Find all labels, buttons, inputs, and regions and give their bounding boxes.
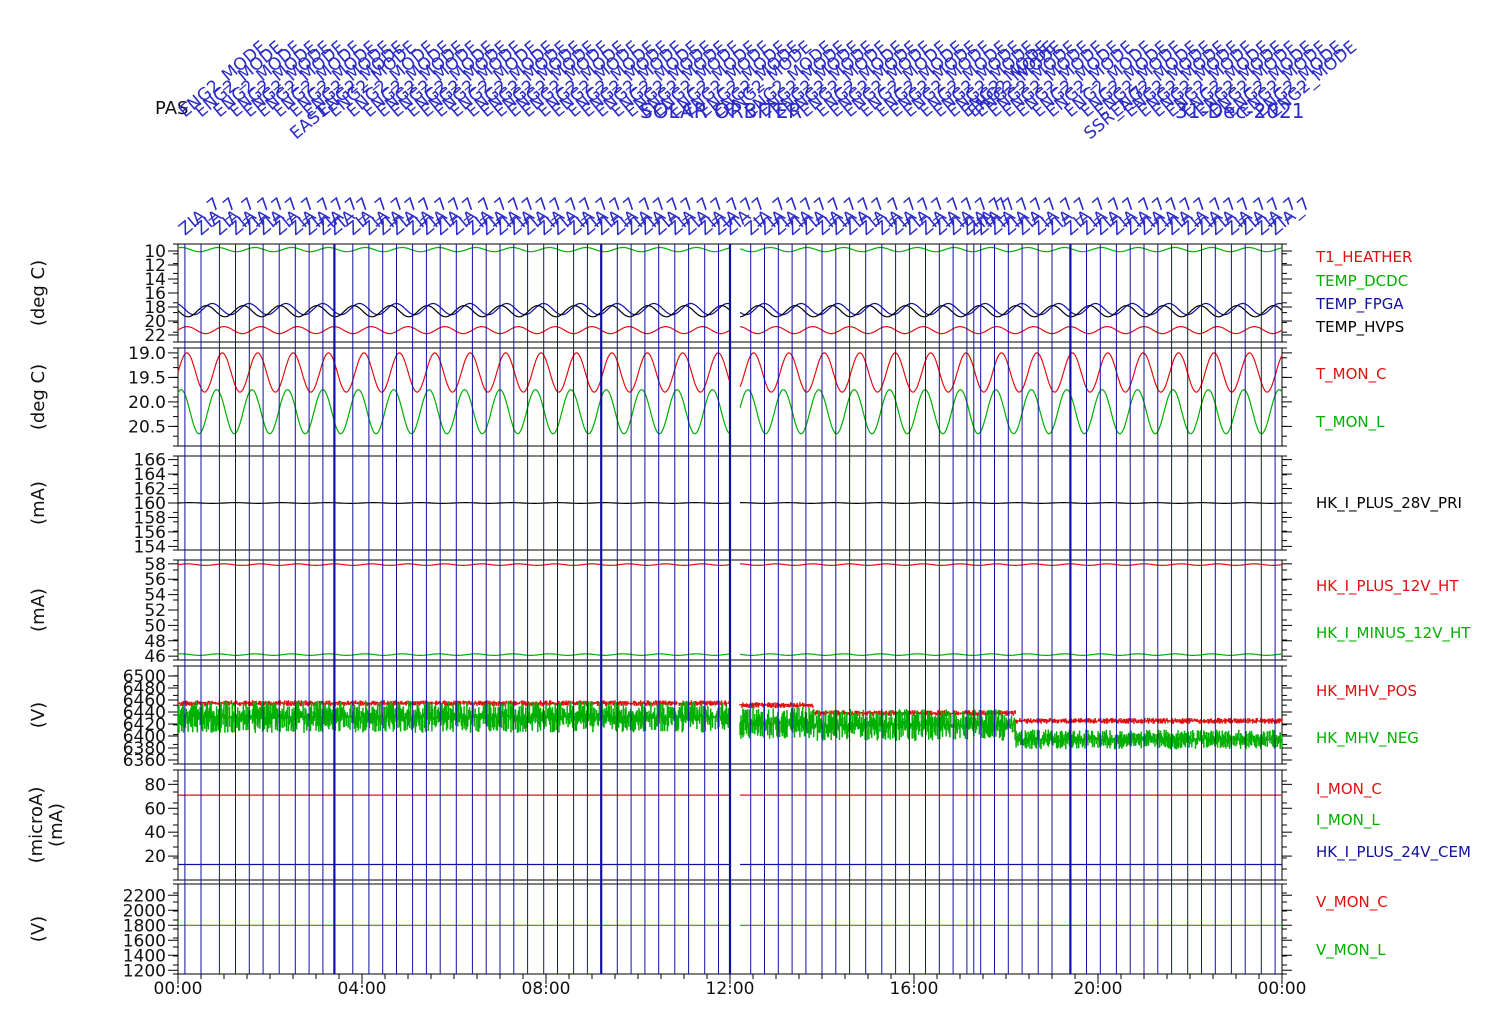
x-tick-label: 08:00 bbox=[522, 979, 571, 999]
y-tick-label: 20.5 bbox=[128, 417, 166, 437]
legend-entry: TEMP_FPGA bbox=[1315, 295, 1404, 314]
x-tick-label: 12:00 bbox=[706, 979, 755, 999]
y-tick-label: 80 bbox=[144, 775, 166, 795]
y-axis-label: (mA) bbox=[28, 588, 49, 632]
y-axis-label: (V) bbox=[28, 702, 49, 728]
y-tick-label: 19.0 bbox=[128, 344, 166, 364]
y-axis-label: (deg C) bbox=[28, 260, 49, 326]
x-tick-label: 00:00 bbox=[1258, 979, 1307, 999]
y-tick-label: 20.0 bbox=[128, 393, 166, 413]
annotation-layer: ZIA_7ENG2_MODEZIA_7ENG2_MODEZIA_7ENG2_MO… bbox=[175, 37, 1361, 240]
y-axis-label: (mA) bbox=[28, 481, 49, 525]
y-axis-label: (mA) bbox=[46, 803, 67, 847]
legend-entry: TEMP_DCDC bbox=[1315, 272, 1408, 291]
y-tick-label: 19.5 bbox=[128, 368, 166, 388]
x-axis: 00:00 04:00 08:00 12:00 16:00 20:00 00:00 bbox=[154, 974, 1307, 999]
legend-entry: HK_MHV_NEG bbox=[1316, 729, 1419, 748]
legend-entry: T1_HEATHER bbox=[1315, 248, 1412, 267]
legend-entry: I_MON_L bbox=[1316, 811, 1380, 830]
x-tick-label: 04:00 bbox=[338, 979, 387, 999]
legend-entry: I_MON_C bbox=[1316, 780, 1382, 799]
y-tick-label: 6360 bbox=[123, 751, 166, 771]
y-axis-label: (microA) bbox=[26, 787, 47, 864]
legend-entry: V_MON_L bbox=[1316, 941, 1386, 960]
y-tick-label: 20 bbox=[144, 847, 166, 867]
legend-entry: HK_I_PLUS_24V_CEM bbox=[1316, 843, 1471, 862]
y-tick-label: 46 bbox=[144, 647, 166, 667]
y-axis-label: (deg C) bbox=[28, 364, 49, 430]
x-tick-label: 00:00 bbox=[154, 979, 203, 999]
legend-entry: HK_I_PLUS_28V_PRI bbox=[1316, 494, 1462, 513]
chart-title: SOLAR ORBITER bbox=[640, 99, 802, 123]
y-tick-label: 60 bbox=[144, 799, 166, 819]
legend-entry: T_MON_C bbox=[1315, 365, 1387, 384]
legend-entry: HK_I_PLUS_12V_HT bbox=[1316, 577, 1459, 596]
legend-entry: TEMP_HVPS bbox=[1315, 318, 1404, 337]
chart-date: 31-Dec-2021 bbox=[1175, 99, 1304, 123]
legend-entry: T_MON_L bbox=[1315, 413, 1385, 432]
panels-layer: (deg C)10121416182022T1_HEATHERTEMP_DCDC… bbox=[26, 242, 1471, 981]
legend-entry: HK_I_MINUS_12V_HT bbox=[1316, 624, 1471, 643]
legend-entry: V_MON_C bbox=[1316, 893, 1388, 912]
x-tick-label: 16:00 bbox=[890, 979, 939, 999]
x-tick-label: 20:00 bbox=[1074, 979, 1123, 999]
legend-entry: HK_MHV_POS bbox=[1316, 682, 1417, 701]
y-tick-label: 40 bbox=[144, 823, 166, 843]
y-axis-label: (V) bbox=[28, 916, 49, 942]
